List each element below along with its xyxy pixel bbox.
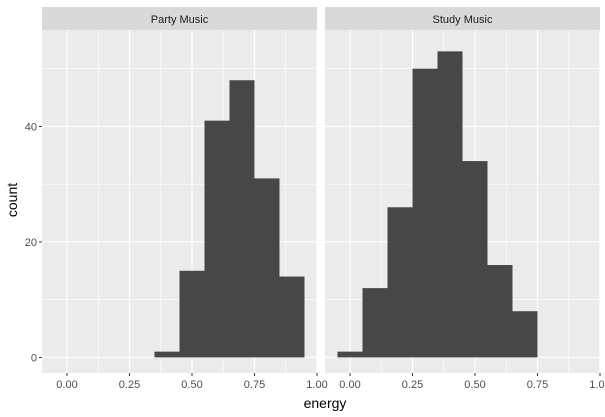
histogram-bar xyxy=(254,178,280,358)
histogram-bar xyxy=(512,311,538,358)
x-tick-label: 1.00 xyxy=(306,379,327,391)
facet-strip-label: Party Music xyxy=(151,14,209,26)
x-tick-label: 0.00 xyxy=(339,379,360,391)
y-tick-label: 20 xyxy=(25,237,37,249)
x-tick-label: 0.25 xyxy=(402,379,423,391)
x-tick-label: 0.75 xyxy=(527,379,548,391)
y-axis-title: count xyxy=(4,183,20,217)
histogram-bar xyxy=(204,120,230,358)
facet-panel-1: Party Music 0.00 0.25 0.50 0.75 1.00 0 20 40 xyxy=(25,7,328,391)
facet-panel-2: Study Music 0.00 0.25 0.50 0.75 1.00 xyxy=(325,7,605,391)
histogram-bar xyxy=(154,351,180,358)
x-tick-label: 0.50 xyxy=(181,379,202,391)
x-tick-label: 1.00 xyxy=(589,379,605,391)
facet-strip-label: Study Music xyxy=(433,14,493,26)
histogram-bar xyxy=(387,207,413,358)
histogram-bar xyxy=(279,276,305,358)
histogram-bar xyxy=(487,265,513,358)
x-tick-label: 0.25 xyxy=(119,379,140,391)
histogram-bar xyxy=(229,80,255,358)
y-tick-label: 40 xyxy=(25,121,37,133)
histogram-bar xyxy=(337,351,363,358)
histogram-bar xyxy=(179,270,205,358)
facet-strip xyxy=(42,7,317,30)
histogram-bar xyxy=(362,288,388,358)
histogram-bar xyxy=(462,161,488,358)
x-axis-title: energy xyxy=(304,395,347,411)
facet-strip xyxy=(325,7,600,30)
x-tick-label: 0.00 xyxy=(56,379,77,391)
histogram-bar xyxy=(437,51,463,358)
y-tick-label: 0 xyxy=(31,352,37,364)
x-tick-label: 0.50 xyxy=(464,379,485,391)
x-tick-label: 0.75 xyxy=(244,379,265,391)
histogram-bar xyxy=(412,68,438,358)
